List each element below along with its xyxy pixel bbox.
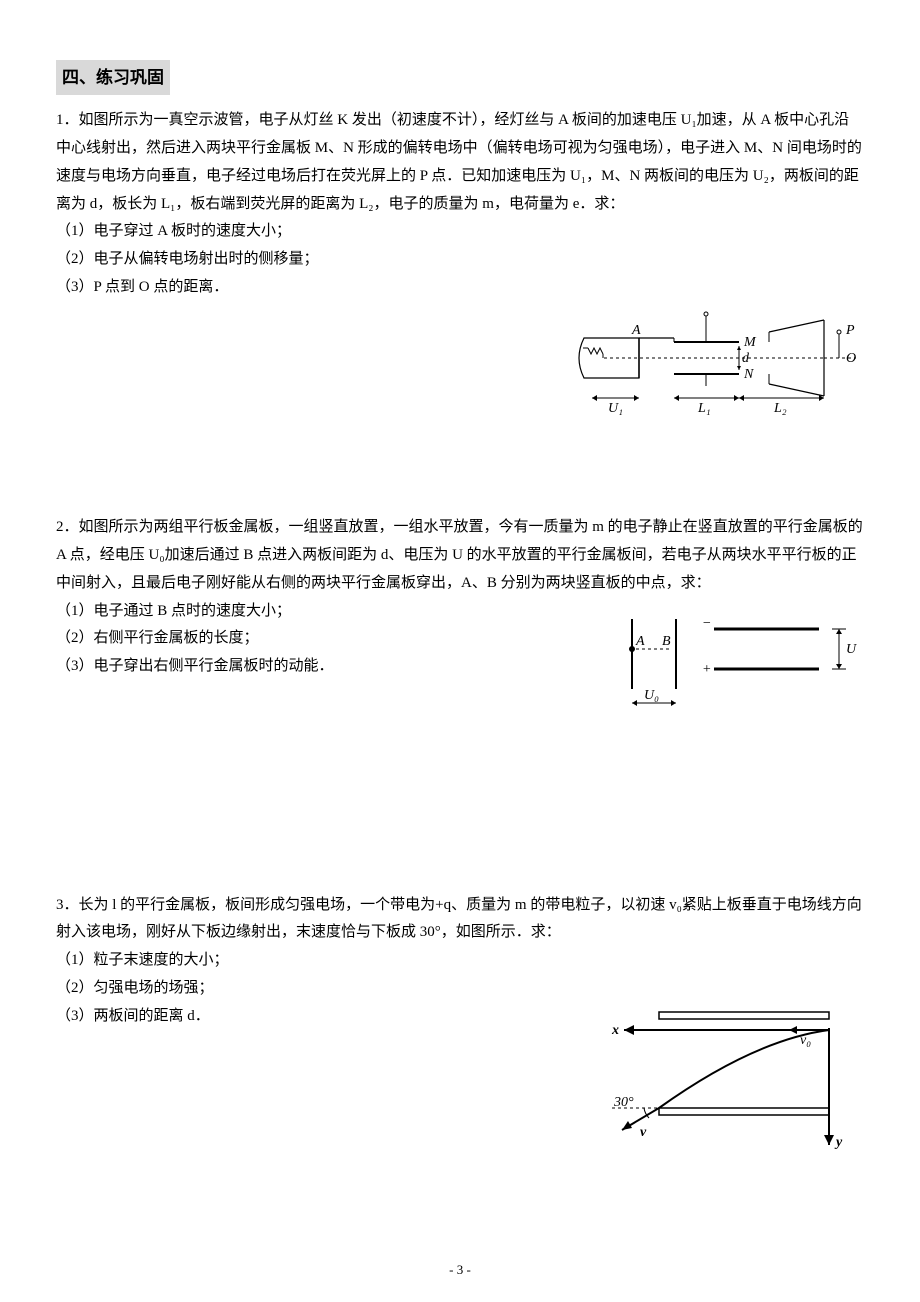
plates-diagram-icon: A B U₀ − + U <box>614 611 864 721</box>
q-num: 2． <box>56 519 79 535</box>
page-number: - 3 - <box>0 1258 920 1282</box>
svg-text:U: U <box>846 642 857 657</box>
svg-text:d: d <box>742 351 750 366</box>
section-title: 四、练习巩固 <box>56 60 170 95</box>
q-text: 长为 l 的平行金属板，板间形成匀强电场，一个带电为+q、质量为 m 的带电粒子… <box>56 897 862 941</box>
problem-body: 3．长为 l 的平行金属板，板间形成匀强电场，一个带电为+q、质量为 m 的带电… <box>56 892 864 948</box>
sub-q2: （2）匀强电场的场强； <box>56 975 864 1003</box>
sub-q1: （1）电子穿过 A 板时的速度大小； <box>56 218 864 246</box>
svg-text:U₀: U₀ <box>644 688 659 703</box>
projectile-diagram-icon: x y v₀ v 30° <box>604 1000 864 1150</box>
sub-q2: （2）电子从偏转电场射出时的侧移量； <box>56 246 864 274</box>
svg-text:B: B <box>662 634 671 649</box>
svg-text:−: − <box>702 616 711 631</box>
q-text: 如图所示为一真空示波管，电子从灯丝 K 发出（初速度不计），经灯丝与 A 板间的… <box>56 112 862 211</box>
svg-text:+: + <box>702 662 711 677</box>
q-num: 3． <box>56 897 79 913</box>
sub-q1: （1）粒子末速度的大小； <box>56 947 864 975</box>
svg-text:M: M <box>743 335 757 350</box>
figure-wrap: A M N d <box>56 298 864 429</box>
svg-text:x: x <box>611 1023 619 1038</box>
svg-text:v: v <box>640 1125 647 1140</box>
problem-2: 2．如图所示为两组平行板金属板，一组竖直放置，一组水平放置，今有一质量为 m 的… <box>56 514 864 731</box>
problem-body: 1．如图所示为一真空示波管，电子从灯丝 K 发出（初速度不计），经灯丝与 A 板… <box>56 107 864 218</box>
sub-questions: （1）电子穿过 A 板时的速度大小； （2）电子从偏转电场射出时的侧移量； （3… <box>56 218 864 301</box>
svg-text:L₁: L₁ <box>697 401 711 416</box>
svg-text:U₁: U₁ <box>608 401 623 416</box>
problem-3: 3．长为 l 的平行金属板，板间形成匀强电场，一个带电为+q、质量为 m 的带电… <box>56 892 864 1162</box>
svg-text:A: A <box>631 323 641 338</box>
q-text: 如图所示为两组平行板金属板，一组竖直放置，一组水平放置，今有一质量为 m 的电子… <box>56 519 863 591</box>
q-num: 1． <box>56 112 79 128</box>
problem-body: 2．如图所示为两组平行板金属板，一组竖直放置，一组水平放置，今有一质量为 m 的… <box>56 514 864 597</box>
problem-1: 1．如图所示为一真空示波管，电子从灯丝 K 发出（初速度不计），经灯丝与 A 板… <box>56 107 864 428</box>
svg-text:A: A <box>635 634 645 649</box>
svg-text:N: N <box>743 367 754 382</box>
svg-text:L₂: L₂ <box>773 401 787 416</box>
svg-text:y: y <box>834 1135 843 1150</box>
svg-text:P: P <box>845 323 855 338</box>
crt-diagram-icon: A M N d <box>574 298 864 418</box>
